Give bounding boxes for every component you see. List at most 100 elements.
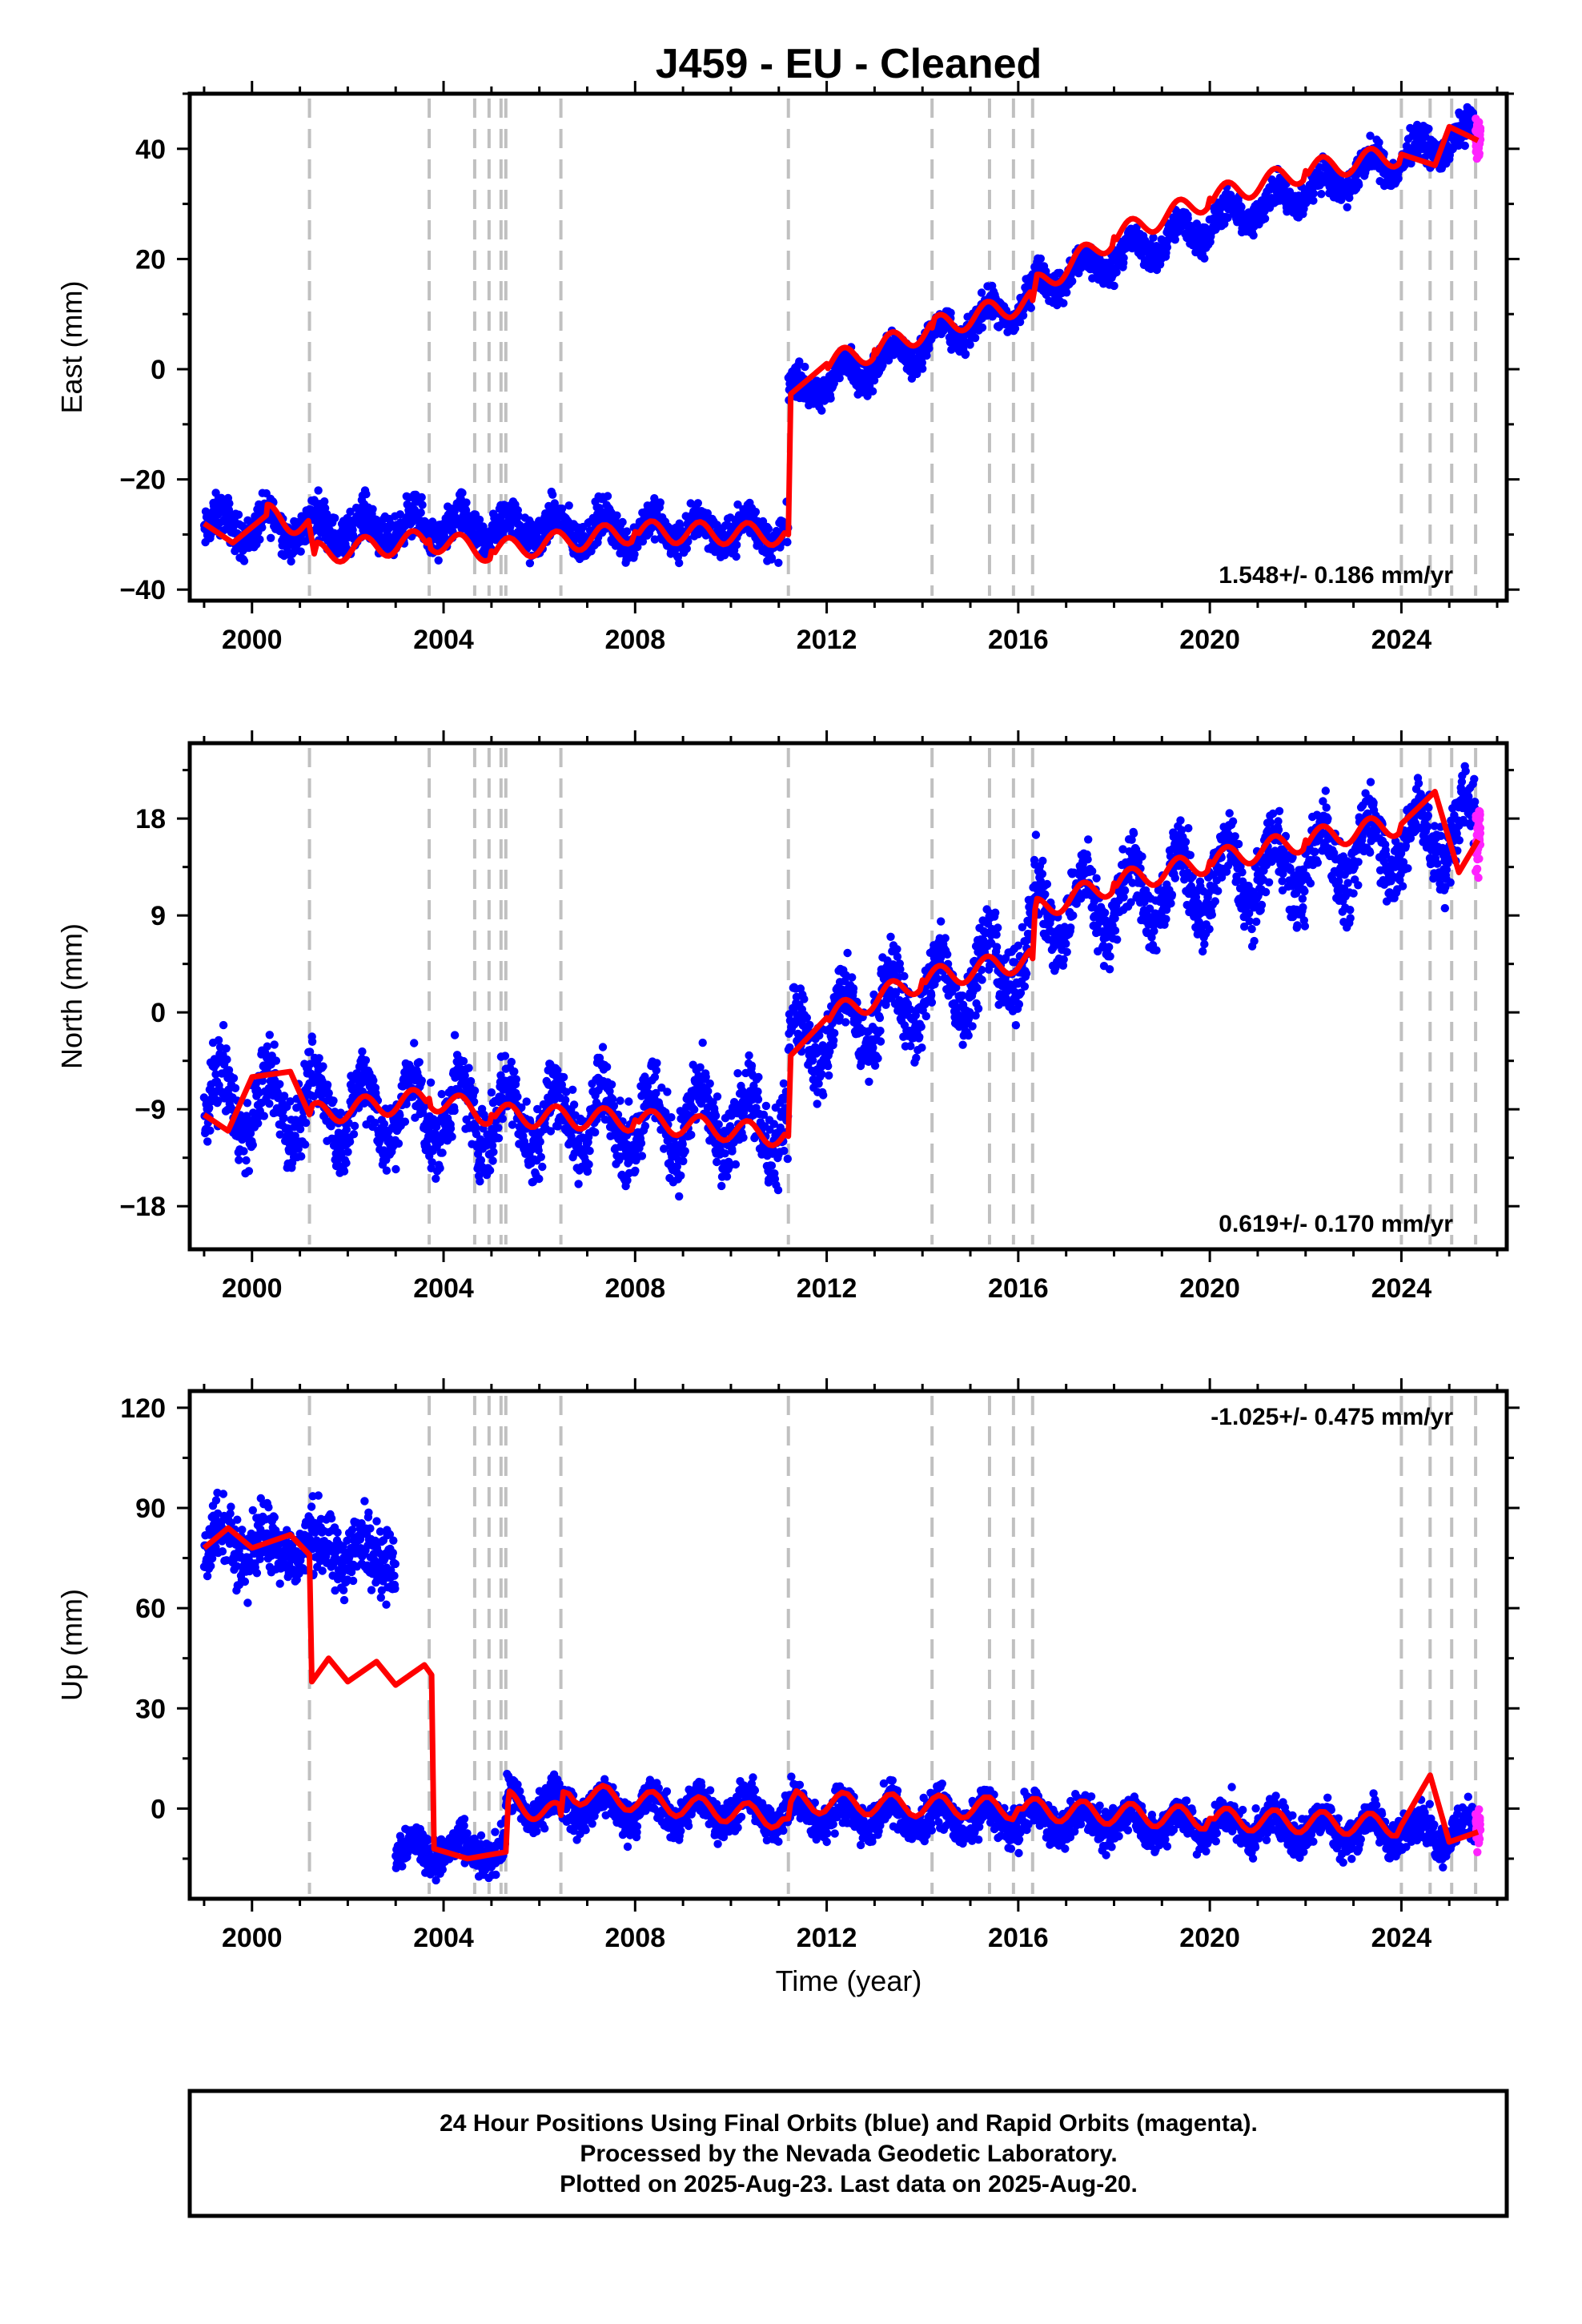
- data-point: [829, 1036, 838, 1045]
- data-point: [713, 1092, 722, 1101]
- data-point: [1062, 288, 1071, 297]
- data-point: [1183, 214, 1192, 223]
- data-point: [489, 1148, 498, 1156]
- data-point: [946, 308, 955, 317]
- data-point: [1112, 267, 1121, 277]
- data-point: [400, 1117, 410, 1126]
- data-point: [1355, 180, 1363, 190]
- data-point: [761, 1101, 771, 1111]
- data-point: [779, 1079, 789, 1088]
- data-point: [966, 340, 974, 349]
- data-point: [295, 1124, 305, 1134]
- data-point: [961, 349, 970, 359]
- data-point: [652, 1059, 661, 1068]
- data-point: [494, 1124, 503, 1132]
- x-tick-label: 2008: [604, 625, 665, 655]
- data-point: [418, 501, 427, 509]
- data-point: [783, 537, 792, 547]
- data-point: [677, 1171, 685, 1180]
- data-point: [732, 541, 741, 549]
- data-point: [263, 1042, 271, 1051]
- data-point: [925, 344, 934, 353]
- rapid-point: [1474, 127, 1484, 137]
- data-point: [514, 512, 523, 521]
- data-point: [624, 1097, 633, 1106]
- figure-title: J459 - EU - Cleaned: [656, 41, 1042, 87]
- data-point: [612, 511, 621, 520]
- data-point: [296, 547, 305, 556]
- data-point: [637, 1152, 647, 1160]
- data-point: [559, 1072, 568, 1082]
- data-point: [633, 542, 642, 552]
- data-point: [369, 1076, 378, 1085]
- data-point: [470, 1086, 480, 1096]
- data-point: [498, 1114, 507, 1124]
- data-point: [1394, 174, 1403, 183]
- data-point: [432, 1174, 440, 1184]
- data-point: [1460, 141, 1470, 151]
- data-point: [476, 1177, 484, 1186]
- data-point: [630, 549, 639, 559]
- data-point: [767, 553, 777, 562]
- x-tick-label: 2020: [1179, 625, 1240, 655]
- data-point: [536, 1152, 545, 1162]
- data-point: [728, 1147, 737, 1156]
- data-point: [733, 500, 742, 509]
- data-point: [331, 513, 339, 523]
- data-point: [279, 1113, 288, 1123]
- data-point: [636, 1139, 646, 1148]
- data-point: [258, 523, 267, 532]
- data-point: [342, 1159, 351, 1168]
- data-point: [826, 394, 835, 403]
- rapid-point: [1472, 147, 1480, 156]
- data-point: [814, 1080, 823, 1088]
- data-point: [361, 1055, 371, 1065]
- data-point: [631, 1166, 640, 1176]
- data-points: [199, 103, 1485, 568]
- data-point: [446, 1124, 456, 1133]
- data-point: [536, 1137, 544, 1146]
- data-point: [522, 1097, 531, 1106]
- data-point: [548, 490, 557, 499]
- data-point: [773, 1185, 783, 1195]
- data-point: [868, 387, 877, 396]
- data-point: [466, 1076, 476, 1086]
- data-point: [783, 1154, 792, 1164]
- data-point: [652, 1066, 661, 1075]
- data-point: [733, 1069, 742, 1078]
- data-point: [977, 288, 986, 297]
- y-tick-label: 20: [135, 244, 166, 275]
- data-point: [848, 973, 857, 982]
- data-point: [774, 558, 783, 567]
- data-point: [396, 510, 404, 519]
- data-point: [805, 1020, 814, 1030]
- data-point: [462, 498, 471, 507]
- data-point: [714, 1120, 723, 1129]
- data-point: [849, 984, 858, 993]
- data-point: [745, 1051, 753, 1060]
- data-point: [1220, 219, 1229, 228]
- data-point: [434, 556, 443, 565]
- data-point: [583, 1167, 592, 1176]
- data-point: [663, 1088, 672, 1096]
- data-point: [1170, 235, 1180, 244]
- data-point: [265, 1100, 274, 1108]
- data-point: [1309, 196, 1318, 205]
- north-panel: 2000 2004 2008 2012 2016 2020 2024−18−90918Nor…: [55, 730, 1520, 1304]
- data-point: [978, 323, 987, 332]
- data-point: [1317, 190, 1326, 199]
- data-point: [1375, 138, 1383, 147]
- data-point: [747, 1061, 757, 1070]
- data-point: [584, 1160, 593, 1169]
- data-point: [275, 1080, 284, 1089]
- data-points: [199, 762, 1485, 1201]
- data-point: [922, 351, 931, 360]
- x-tick-label: 2000: [222, 625, 283, 655]
- data-point: [704, 1087, 713, 1096]
- data-point: [687, 1130, 696, 1140]
- data-point: [693, 499, 702, 508]
- data-point: [358, 1047, 367, 1056]
- y-tick-label: 40: [135, 135, 166, 165]
- data-point: [824, 1062, 833, 1071]
- data-point: [248, 1140, 257, 1149]
